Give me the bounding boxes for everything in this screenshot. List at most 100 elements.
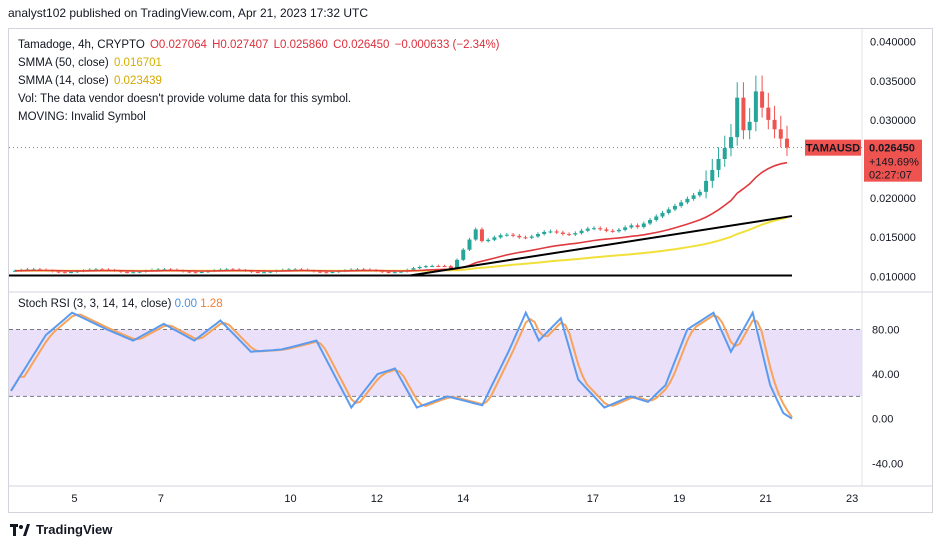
candle-body (542, 231, 547, 235)
candle-body (523, 237, 528, 239)
rsi-tick-label: 80.00 (872, 324, 900, 336)
price-tag-countdown: 02:27:07 (869, 170, 912, 182)
candle-body (710, 169, 715, 181)
candle-body (697, 191, 702, 196)
candle-body (629, 225, 634, 228)
price-tag-box (864, 139, 922, 182)
candle-body (585, 228, 590, 231)
candle-body (473, 229, 478, 240)
price-legend: Tamadoge, 4h, CRYPTO O0.027064 H0.027407… (18, 36, 502, 126)
rsi-tick-label: 0.00 (872, 414, 893, 426)
candle-body (330, 271, 335, 273)
candle-body (430, 265, 435, 267)
footer-brand-label: TradingView (36, 522, 113, 537)
candle-body (262, 272, 267, 274)
candle-body (573, 233, 578, 235)
sma50-label[interactable]: SMMA (50, close) (18, 57, 109, 69)
candle-body (772, 119, 777, 130)
candle-body (567, 234, 572, 236)
candle-body (498, 235, 503, 238)
chart-frame (8, 28, 933, 513)
rising-trendline (409, 215, 793, 277)
candle-body (461, 249, 466, 260)
candle-body (392, 272, 397, 274)
x-tick-label: 5 (71, 493, 77, 505)
candle-body (455, 259, 460, 271)
candle-body (479, 229, 484, 242)
symbol-tag-box (805, 139, 861, 156)
candle-body (704, 180, 709, 192)
candle-body (579, 230, 584, 234)
candle-body (318, 271, 323, 273)
publish-info: analyst102 published on TradingView.com,… (8, 6, 369, 20)
candle-body (660, 212, 665, 217)
price-tag-value: 0.026450 (869, 143, 915, 155)
candle-body (125, 271, 130, 273)
x-tick-label: 21 (760, 493, 772, 505)
candle-body (623, 227, 628, 230)
candle-body (679, 202, 684, 206)
candle-body (592, 228, 596, 230)
candle-body (193, 272, 198, 274)
x-tick-label: 17 (587, 493, 599, 505)
x-tick-label: 14 (457, 493, 469, 505)
candle-body (486, 239, 491, 242)
candle-body (436, 265, 441, 267)
rsi-tick-label: 40.00 (872, 369, 900, 381)
candle-body (504, 234, 509, 236)
candle-body (785, 138, 789, 148)
x-tick-label: 10 (284, 493, 296, 505)
footer-brand[interactable]: TradingView (10, 522, 112, 537)
candle-body (187, 271, 192, 273)
candle-body (616, 229, 621, 232)
rsi-d-line (10, 313, 793, 418)
tradingview-logo-icon (10, 523, 30, 536)
candle-body (728, 137, 733, 149)
candle-body (268, 271, 273, 273)
rsi-tick-label: -40.00 (872, 458, 903, 470)
sma14-label[interactable]: SMMA (14, close) (18, 75, 109, 87)
candle-body (399, 271, 403, 273)
price-tick-label: 0.030000 (870, 115, 916, 127)
candle-body (691, 195, 696, 199)
close-value: C0.026450 (333, 39, 390, 51)
candle-body (442, 266, 447, 268)
candle-body (598, 228, 603, 230)
candle-body (355, 269, 360, 271)
candle-body (610, 230, 615, 232)
candle-body (766, 107, 771, 120)
candle-body (56, 271, 61, 273)
candle-body (554, 231, 559, 233)
candle-body (492, 237, 497, 240)
moving-note: MOVING: Invalid Symbol (18, 111, 146, 123)
candle-body (511, 234, 516, 236)
symbol-line[interactable]: Tamadoge, 4h, CRYPTO (18, 39, 145, 51)
rsi-k-line (10, 309, 793, 420)
rsi-band (9, 329, 862, 397)
price-tag-change: +149.69% (869, 157, 919, 169)
candle-body (137, 271, 142, 273)
sma14-value: 0.023439 (113, 75, 162, 87)
candle-body (648, 219, 653, 224)
candle-body (467, 239, 472, 250)
candle-body (529, 236, 534, 238)
price-tick-label: 0.035000 (870, 76, 916, 88)
candle-body (324, 272, 329, 274)
candles-group (13, 75, 789, 274)
candle-body (548, 231, 553, 233)
rsi-label[interactable]: Stoch RSI (3, 3, 14, 14, close) (18, 298, 172, 310)
rsi-legend: Stoch RSI (3, 3, 14, 14, close) 0.00 1.2… (18, 298, 223, 310)
x-tick-label: 12 (371, 493, 383, 505)
candle-body (255, 271, 260, 273)
candle-body (760, 91, 765, 108)
smma14-line (14, 161, 788, 272)
candle-body (423, 266, 428, 268)
candle-body (666, 209, 671, 213)
symbol-tag-label: TAMAUSD (806, 143, 860, 155)
candle-body (224, 269, 229, 271)
volume-note: Vol: The data vendor doesn't provide vol… (18, 93, 352, 105)
price-tick-label: 0.015000 (870, 232, 916, 244)
change-value: −0.000633 (−2.34%) (394, 39, 500, 51)
sma50-value: 0.016701 (113, 57, 162, 69)
